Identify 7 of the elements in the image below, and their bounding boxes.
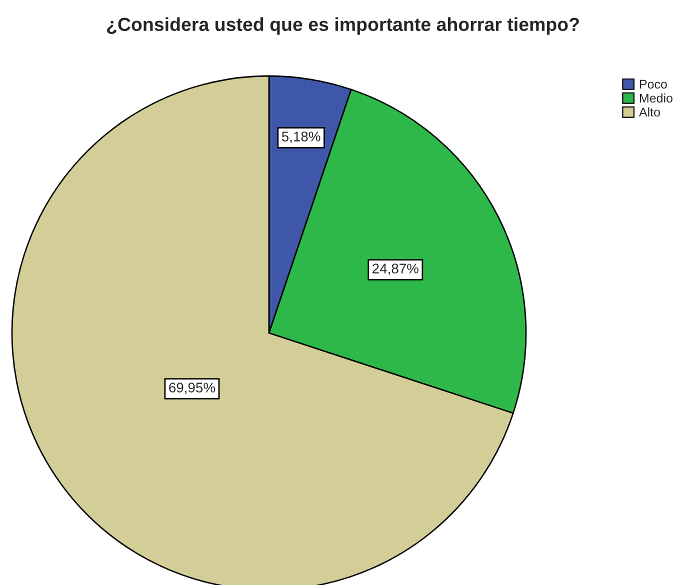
- data-label: 5,18%: [282, 132, 320, 144]
- legend-label: Poco: [640, 80, 667, 89]
- data-label: 69,95%: [169, 382, 216, 394]
- legend-label: Medio: [640, 93, 672, 103]
- chart-title: ¿Considera usted que es importante ahorrar tiempo?: [107, 17, 579, 35]
- legend-label: Alto: [638, 107, 660, 117]
- data-label: 24,87%: [372, 264, 418, 276]
